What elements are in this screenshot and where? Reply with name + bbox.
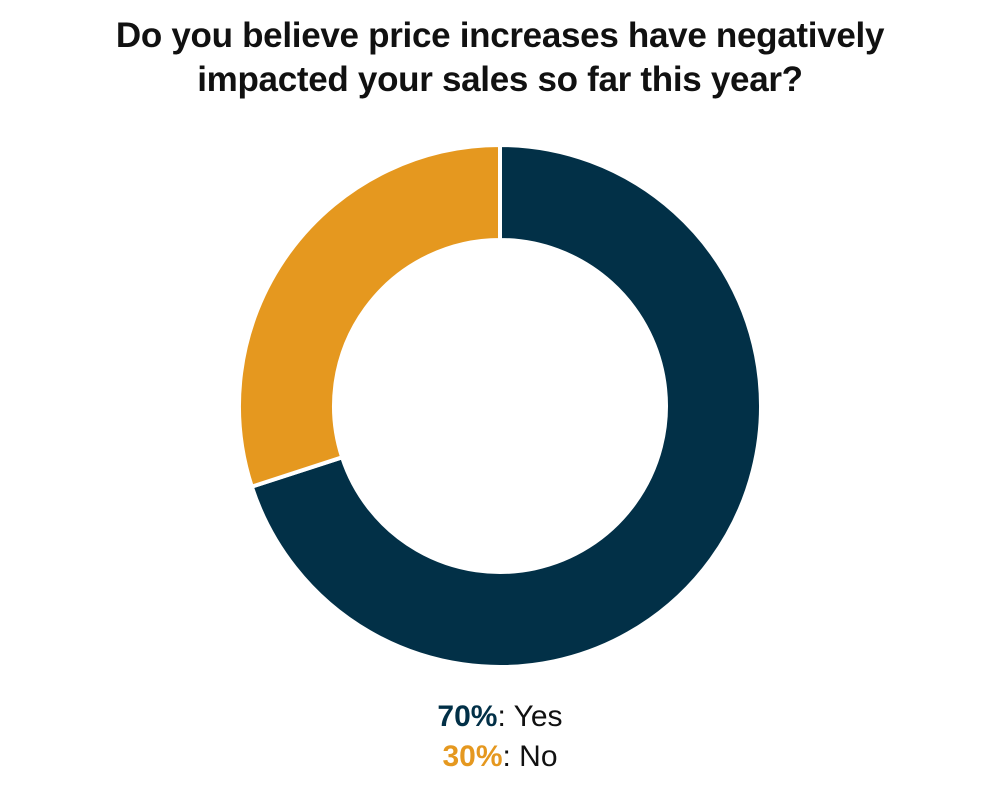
donut-slice-yes [249,142,763,669]
donut-slice-no [237,142,502,490]
chart-title: Do you believe price increases have nega… [0,14,1000,102]
legend-yes-percent: 70% [437,700,498,733]
legend-yes-separator: : [497,700,514,733]
legend-item-no: 30%: No [0,740,1000,774]
legend-no-separator: : [502,740,520,773]
legend-no-percent: 30% [442,740,503,773]
chart-title-line-1: Do you believe price increases have nega… [115,16,885,55]
legend-yes-label: Yes [513,700,563,733]
legend-item-yes: 70%: Yes [0,700,1000,734]
legend-no-label: No [519,740,558,773]
chart-title-line-2: impacted your sales so far this year? [197,60,803,99]
